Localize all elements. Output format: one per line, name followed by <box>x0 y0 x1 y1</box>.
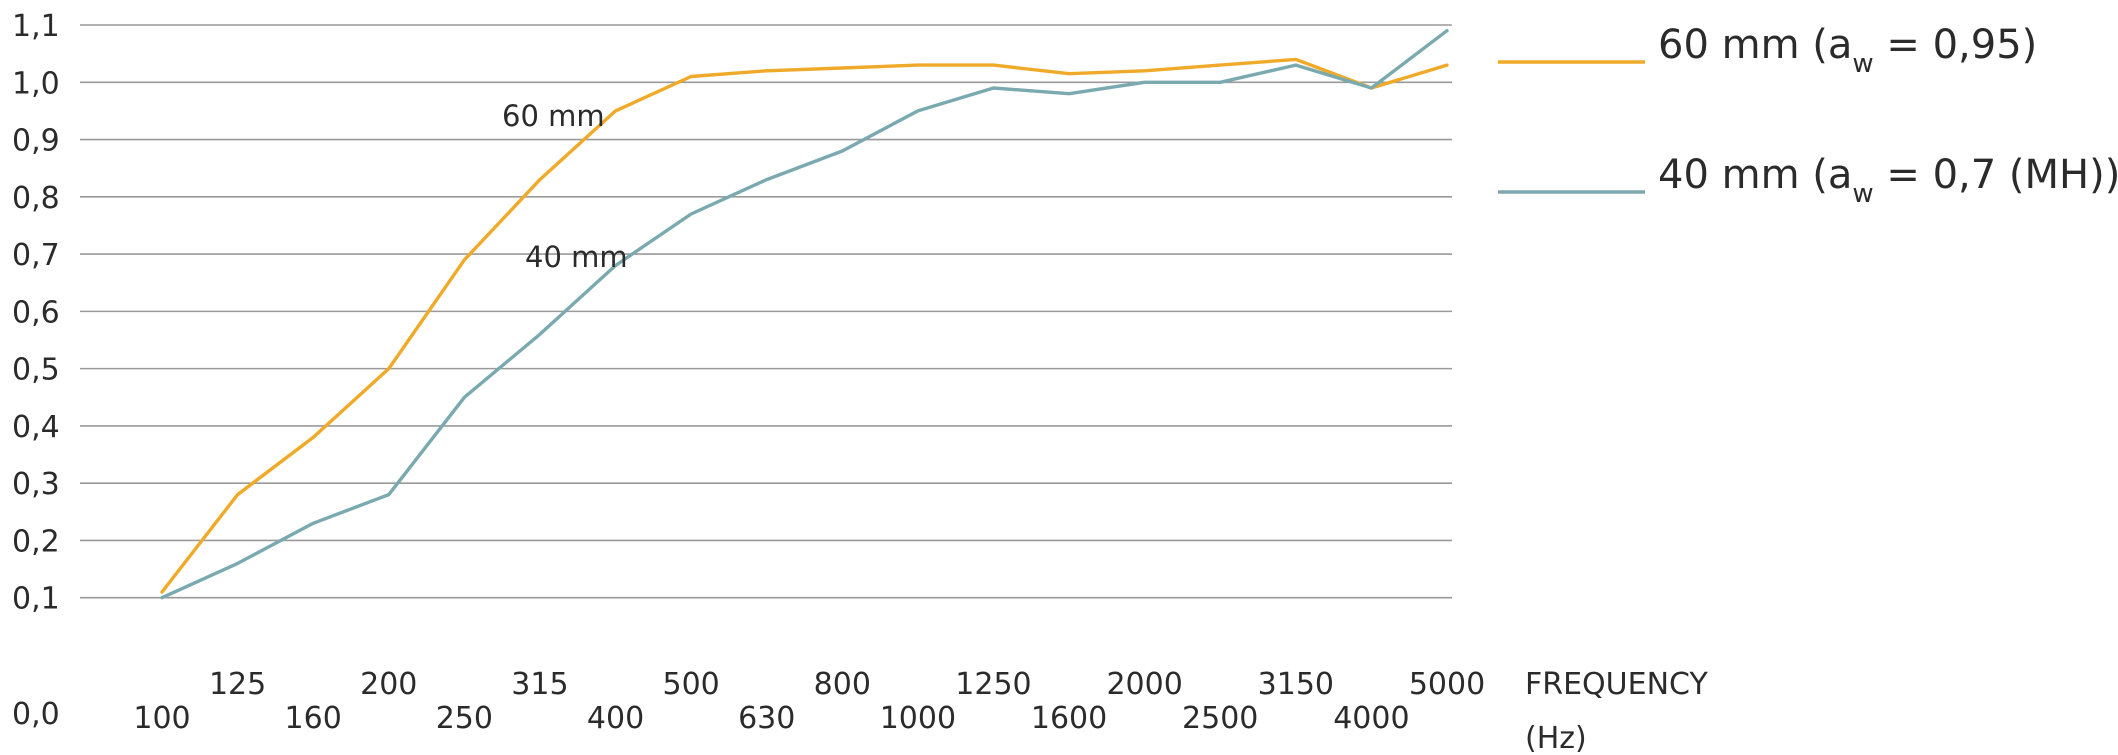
x-axis-unit: (Hz) <box>1525 721 1587 755</box>
x-tick-label: 250 <box>436 701 493 736</box>
y-tick-label: 0,6 <box>12 295 60 330</box>
y-tick-label: 1,0 <box>12 66 60 101</box>
curve-annotations: 60 mm 40 mm <box>502 99 628 274</box>
x-tick-label: 800 <box>814 667 871 702</box>
x-tick-label: 630 <box>738 701 795 736</box>
x-tick-label: 160 <box>285 701 342 736</box>
x-tick-label: 3150 <box>1258 667 1334 702</box>
x-tick-label: 1250 <box>955 667 1031 702</box>
x-tick-label: 4000 <box>1333 701 1409 736</box>
x-tick-label: 100 <box>133 701 190 736</box>
y-tick-label: 0,0 <box>12 697 60 732</box>
x-tick-label: 500 <box>662 667 719 702</box>
y-tick-label: 0,7 <box>12 238 60 273</box>
x-tick-label: 2500 <box>1182 701 1258 736</box>
y-tick-label: 0,3 <box>12 467 60 502</box>
gridlines <box>80 24 1452 599</box>
x-tick-label: 315 <box>511 667 568 702</box>
x-tick-label: 400 <box>587 701 644 736</box>
x-axis-tick-labels: 100 125 160 200 250 315 400 500 630 800 1000125016… <box>133 667 1485 736</box>
y-tick-label: 0,8 <box>12 181 60 216</box>
x-tick-label: 1000 <box>880 701 956 736</box>
x-tick-label: 1600 <box>1031 701 1107 736</box>
x-tick-label: 125 <box>209 667 266 702</box>
legend-entry: 60 mm (aw = 0,95) <box>1658 22 2037 79</box>
x-tick-label: 200 <box>360 667 417 702</box>
y-tick-label: 0,2 <box>12 524 60 559</box>
y-tick-label: 0,9 <box>12 124 60 159</box>
legend-entry: 40 mm (aw = 0,7 (MH)) <box>1658 152 2118 209</box>
legend: 60 mm (aw = 0,95) 40 mm (aw = 0,7 (MH)) <box>1498 22 2118 209</box>
series-line-40-mm <box>160 29 1449 600</box>
x-tick-label: 2000 <box>1106 667 1182 702</box>
y-tick-label: 0,5 <box>12 353 60 388</box>
series-line-60-mm <box>160 57 1449 594</box>
curve-annotation: 40 mm <box>525 240 628 274</box>
y-tick-label: 1,1 <box>12 9 60 44</box>
x-tick-label: 5000 <box>1409 667 1485 702</box>
y-axis-tick-labels: 0,0 0,1 0,2 0,3 0,4 0,5 0,6 0,7 0,8 0,9 1,0 1,1 <box>12 9 60 732</box>
curve-annotation: 60 mm <box>502 99 605 133</box>
y-tick-label: 0,1 <box>12 582 60 617</box>
x-axis-label: FREQUENCY <box>1525 667 1708 702</box>
series-lines <box>160 29 1449 600</box>
y-tick-label: 0,4 <box>12 410 60 445</box>
